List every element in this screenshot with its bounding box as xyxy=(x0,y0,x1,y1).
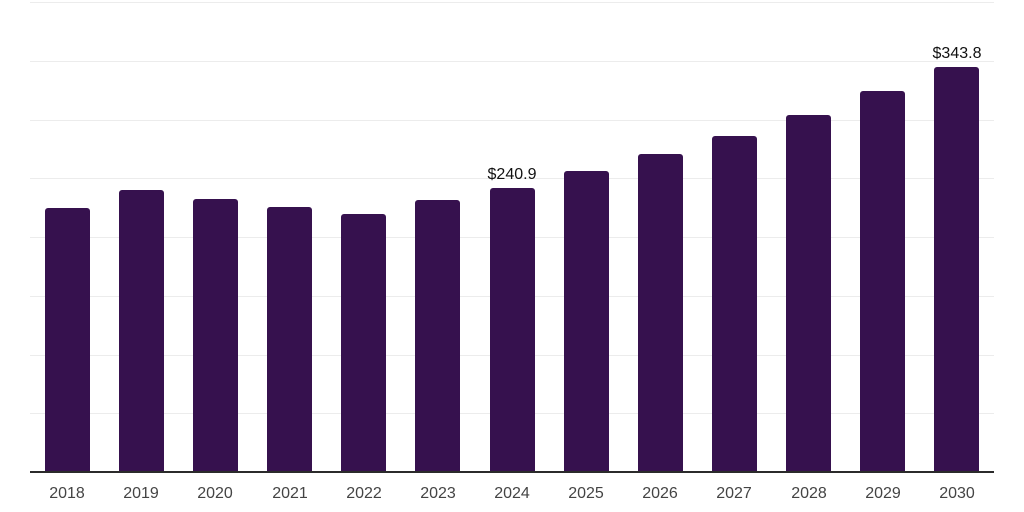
bar xyxy=(490,188,535,471)
bar xyxy=(786,115,831,471)
bar-value-label: $343.8 xyxy=(932,45,982,62)
x-tick-label: 2023 xyxy=(420,485,456,502)
x-tick-label: 2030 xyxy=(939,485,975,502)
plot-area: 2018 2019 2020 2021 2022 2023 $240.9 2024 2025 20… xyxy=(30,0,994,512)
x-tick-label: 2022 xyxy=(346,485,382,502)
bar xyxy=(564,171,609,471)
bar-value-label: $240.9 xyxy=(487,166,537,183)
bar xyxy=(119,190,164,471)
x-tick-label: 2019 xyxy=(123,485,159,502)
x-tick-label: 2027 xyxy=(716,485,752,502)
x-tick-label: 2025 xyxy=(568,485,604,502)
gridline xyxy=(30,2,994,3)
gridline xyxy=(30,120,994,121)
bar xyxy=(415,200,460,471)
bar xyxy=(193,199,238,471)
bar xyxy=(860,91,905,471)
x-tick-label: 2029 xyxy=(865,485,901,502)
x-tick-label: 2021 xyxy=(272,485,308,502)
bar xyxy=(712,136,757,471)
x-tick-label: 2020 xyxy=(197,485,233,502)
bar xyxy=(45,208,90,471)
x-tick-label: 2028 xyxy=(791,485,827,502)
bar xyxy=(267,207,312,471)
gridline xyxy=(30,178,994,179)
bar xyxy=(934,67,979,471)
bar xyxy=(638,154,683,471)
x-tick-label: 2018 xyxy=(49,485,85,502)
x-tick-label: 2026 xyxy=(642,485,678,502)
x-tick-label: 2024 xyxy=(494,485,530,502)
x-axis-line xyxy=(30,471,994,473)
gridline xyxy=(30,61,994,62)
bar xyxy=(341,214,386,471)
